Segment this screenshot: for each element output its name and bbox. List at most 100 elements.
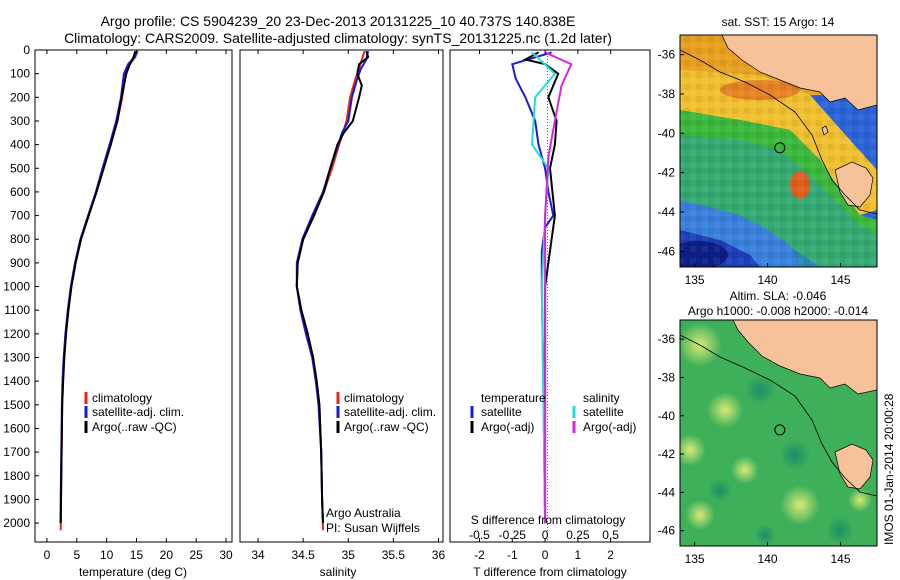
sla-map-title: Altim. SLA: -0.046: [730, 289, 827, 303]
series-line-3: [544, 51, 573, 524]
map-y-tick-label: -46: [658, 524, 676, 538]
map-y-tick-label: -42: [658, 447, 676, 461]
map-y-tick-label: -38: [658, 370, 676, 384]
legend-label-t-satellite: satellite: [481, 405, 522, 419]
y-tick-label: 300: [10, 114, 30, 128]
temperature-panel: 0 5 10 15 20 25 30 0 100 200 300 400 500 600 700 800 90…: [3, 43, 233, 579]
difference-panel: -2 -1 0 1 2 -0.5 -0.25 0 0.25 0.5 S difference f…: [449, 49, 651, 579]
x-tick-label: 15: [130, 548, 144, 562]
sst-king-island: [821, 125, 829, 136]
s-tick-label: -0.25: [499, 528, 527, 542]
y-tick-label: 1000: [3, 280, 30, 294]
y-tick-label: 1400: [3, 374, 30, 388]
y-tick-label: 0: [23, 43, 30, 57]
sst-map-image: [680, 35, 877, 267]
sst-land: [721, 35, 877, 111]
sla-map-image: [680, 320, 877, 546]
x-tick-label: 36: [432, 548, 446, 562]
x-tick-label: 34: [251, 548, 265, 562]
s-tick-label: 0.25: [566, 528, 590, 542]
y-tick-label: 1700: [3, 445, 30, 459]
legend-label-s-argo: Argo(-adj): [583, 420, 636, 434]
x-tick-label: 25: [190, 548, 204, 562]
map-y-tick-label: -38: [658, 87, 676, 101]
difference-axes: [449, 49, 651, 543]
sst-map-panel: sat. SST: 15 Argo: 14 135 140 145 -36 -38 -40…: [658, 15, 878, 287]
annotation-argo-australia: Argo Australia: [326, 506, 401, 520]
map-x-tick-label: 140: [758, 552, 778, 566]
title-line-1: Argo profile: CS 5904239_20 23-Dec-2013 …: [101, 13, 576, 29]
argo-position-marker: [774, 424, 786, 436]
map-y-tick-label: -46: [658, 244, 676, 258]
y-tick-label: 400: [10, 138, 30, 152]
x-tick-label: 34.5: [291, 548, 315, 562]
depth-y-ticks: 0 100 200 300 400 500 600 700 800 900 1000 1100 1200…: [3, 43, 39, 530]
x-tick-label: 2: [607, 548, 614, 562]
map-y-tick-label: -40: [658, 126, 676, 140]
sla-map-panel: Altim. SLA: -0.046 Argo h1000: -0.008 h2…: [658, 289, 878, 566]
s-tick-label: 0.5: [602, 528, 619, 542]
credit-text: IMOS 01-Jan-2014 20:00:28: [882, 393, 896, 545]
sla-land: [732, 320, 877, 395]
legend-title-temperature: temperature: [481, 391, 546, 405]
sla-map-subtitle: Argo h1000: -0.008 h2000: -0.014: [688, 304, 868, 318]
map-y-tick-label: -44: [658, 485, 676, 499]
y-tick-label: 600: [10, 185, 30, 199]
salinity-x-label: salinity: [320, 565, 357, 579]
map-y-tick-label: -40: [658, 409, 676, 423]
temperature-x-label: temperature (deg C): [79, 565, 187, 579]
salinity-legend: climatology satellite-adj. clim. Argo(..…: [336, 391, 436, 434]
map-x-tick-label: 140: [758, 273, 778, 287]
y-tick-label: 200: [10, 90, 30, 104]
y-tick-label: 1800: [3, 469, 30, 483]
map-x-tick-label: 145: [831, 552, 851, 566]
series-line-2: [59, 50, 137, 524]
annotation-pi: PI: Susan Wijffels: [326, 521, 420, 535]
y-tick-label: 1900: [3, 492, 30, 506]
salinity-panel: 34 34.5 35 35.5 36 salinity climatology sate…: [239, 49, 446, 579]
x-tick-label: 20: [160, 548, 174, 562]
legend-label-satellite: satellite-adj. clim.: [344, 405, 436, 419]
series-line-0: [59, 51, 138, 531]
difference-x-label: T difference from climatology: [473, 565, 627, 579]
sst-isobath: [680, 49, 877, 215]
y-tick-label: 1200: [3, 327, 30, 341]
legend-label-argo: Argo(..raw -QC): [344, 420, 429, 434]
sst-tasmania: [834, 161, 874, 208]
legend-label-argo: Argo(..raw -QC): [92, 420, 177, 434]
y-tick-label: 1600: [3, 421, 30, 435]
y-tick-label: 500: [10, 161, 30, 175]
legend-title-salinity: salinity: [583, 391, 620, 405]
sla-isobath: [680, 334, 877, 497]
map-y-tick-label: -36: [658, 48, 676, 62]
legend-label-s-satellite: satellite: [583, 405, 624, 419]
x-tick-label: 35: [342, 548, 356, 562]
salinity-axes: [239, 49, 444, 543]
x-tick-label: -1: [507, 548, 518, 562]
difference-x-ticks: -2 -1 0 1 2: [474, 50, 614, 562]
legend-label-t-argo: Argo(-adj): [481, 420, 534, 434]
map-y-tick-label: -42: [658, 166, 676, 180]
series-line-2: [530, 51, 557, 524]
difference-s-ticks: -0.5 -0.25 0 0.25 0.5: [469, 528, 619, 542]
y-tick-label: 100: [10, 67, 30, 81]
x-tick-label: 0: [542, 548, 549, 562]
difference-legend: temperature satellite Argo(-adj) salinit…: [470, 391, 636, 434]
difference-s-label: S difference from climatology: [471, 513, 626, 527]
s-tick-label: 0: [542, 528, 549, 542]
map-x-tick-label: 135: [685, 273, 705, 287]
temperature-axes: [34, 49, 233, 543]
y-tick-label: 2000: [3, 516, 30, 530]
title-line-2: Climatology: CARS2009. Satellite-adjuste…: [64, 30, 612, 46]
y-tick-label: 900: [10, 256, 30, 270]
y-tick-label: 1100: [4, 303, 30, 317]
legend-label-climatology: climatology: [344, 391, 404, 405]
series-line-0: [295, 50, 366, 531]
x-tick-label: 1: [575, 548, 582, 562]
y-tick-label: 800: [10, 232, 30, 246]
series-line-1: [295, 50, 370, 524]
sla-map-ticks: 135 140 145 -36 -38 -40 -42 -44 -46: [658, 332, 851, 566]
map-y-tick-label: -36: [658, 332, 676, 346]
x-tick-label: 35.5: [382, 548, 406, 562]
